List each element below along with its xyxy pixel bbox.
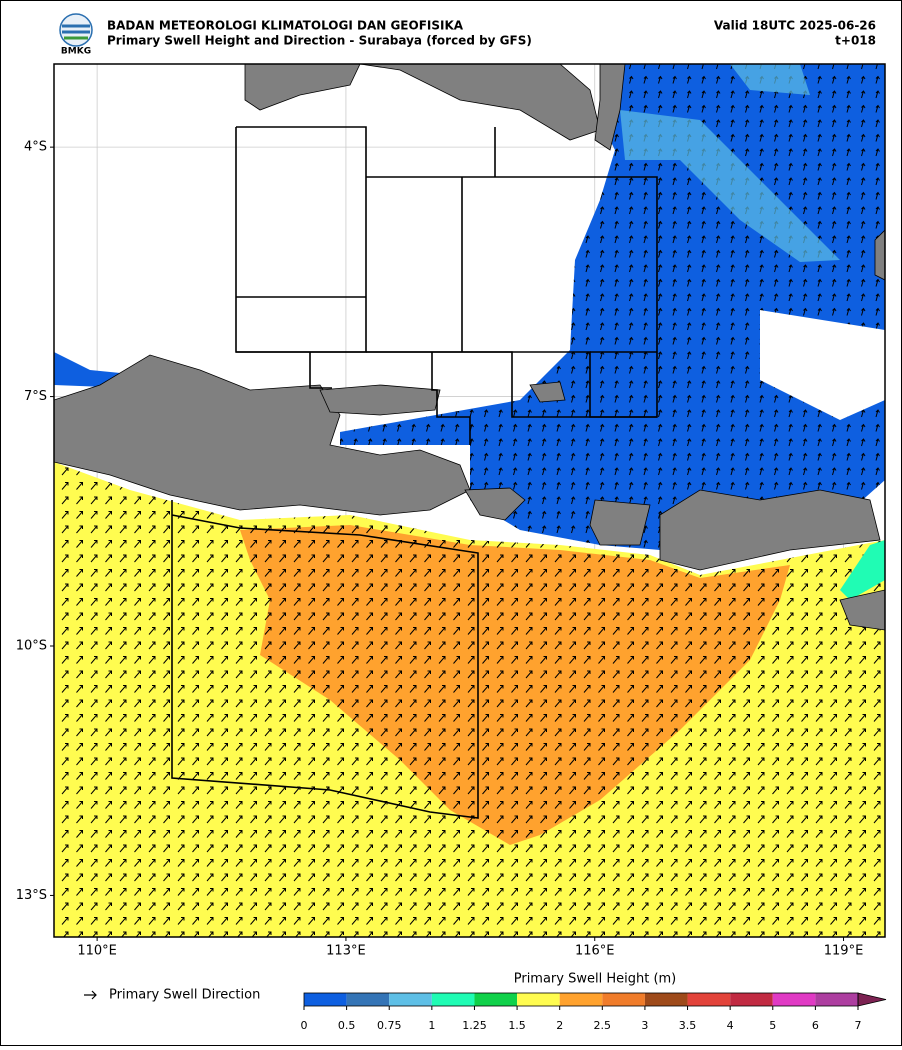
colorbar-tick-label: 0 — [301, 1019, 308, 1032]
colorbar-segment — [474, 993, 518, 1006]
colorbar-segment — [431, 993, 475, 1006]
colorbar-segment — [602, 993, 645, 1006]
colorbar-tick-label: 1.25 — [462, 1019, 487, 1032]
y-tick-label: 4°S — [24, 140, 47, 155]
colorbar-tick-label: 2 — [556, 1019, 563, 1032]
marine-zones — [171, 126, 658, 819]
x-tick-label: 113°E — [326, 944, 366, 959]
colorbar-tick-label: 7 — [855, 1019, 862, 1032]
org-name: BADAN METEOROLOGI KLIMATOLOGI DAN GEOFIS… — [107, 19, 464, 33]
colorbar-segment — [517, 993, 560, 1006]
colorbar-tick-label: 5 — [769, 1019, 776, 1032]
x-tick-label: 110°E — [77, 944, 117, 959]
colorbar-segment — [730, 993, 773, 1006]
colorbar-segment — [346, 993, 390, 1006]
colorbar-tick-label: 1.5 — [508, 1019, 526, 1032]
y-tick-label: 13°S — [16, 888, 47, 903]
colorbar-segment — [772, 993, 816, 1006]
colorbar-tick-label: 3.5 — [679, 1019, 697, 1032]
logo: BMKG — [59, 13, 93, 57]
colorbar-title: Primary Swell Height (m) — [514, 972, 677, 987]
map — [54, 64, 885, 937]
direction-legend: Primary Swell Direction — [84, 988, 260, 1003]
valid-time: Valid 18UTC 2025-06-26 — [714, 19, 876, 33]
colorbar-segment — [687, 993, 731, 1006]
colorbar-tick-label: 0.75 — [377, 1019, 402, 1032]
colorbar-segment — [559, 993, 603, 1006]
lead-time: t+018 — [835, 34, 876, 48]
y-tick-label: 7°S — [24, 389, 47, 404]
colorbar-segment — [389, 993, 432, 1006]
colorbar-tick-label: 4 — [727, 1019, 734, 1032]
colorbar-tick-label: 0.5 — [338, 1019, 356, 1032]
colorbar-tick-label: 2.5 — [594, 1019, 612, 1032]
x-tick-label: 116°E — [575, 944, 615, 959]
colorbar-tick-label: 3 — [641, 1019, 648, 1032]
y-tick-label: 10°S — [16, 639, 47, 654]
colorbar-segment — [815, 993, 858, 1006]
colorbar-segment — [644, 993, 688, 1006]
colorbar-tick-label: 1 — [428, 1019, 435, 1032]
map-frame — [53, 63, 886, 938]
legend-label: Primary Swell Direction — [109, 988, 260, 1003]
map-title: Primary Swell Height and Direction - Sur… — [107, 34, 532, 48]
x-tick-label: 119°E — [824, 944, 864, 959]
colorbar-frame — [303, 992, 859, 1007]
logo-text: BMKG — [61, 47, 91, 57]
colorbar-segment — [304, 993, 347, 1006]
colorbar-tick-label: 6 — [812, 1019, 819, 1032]
